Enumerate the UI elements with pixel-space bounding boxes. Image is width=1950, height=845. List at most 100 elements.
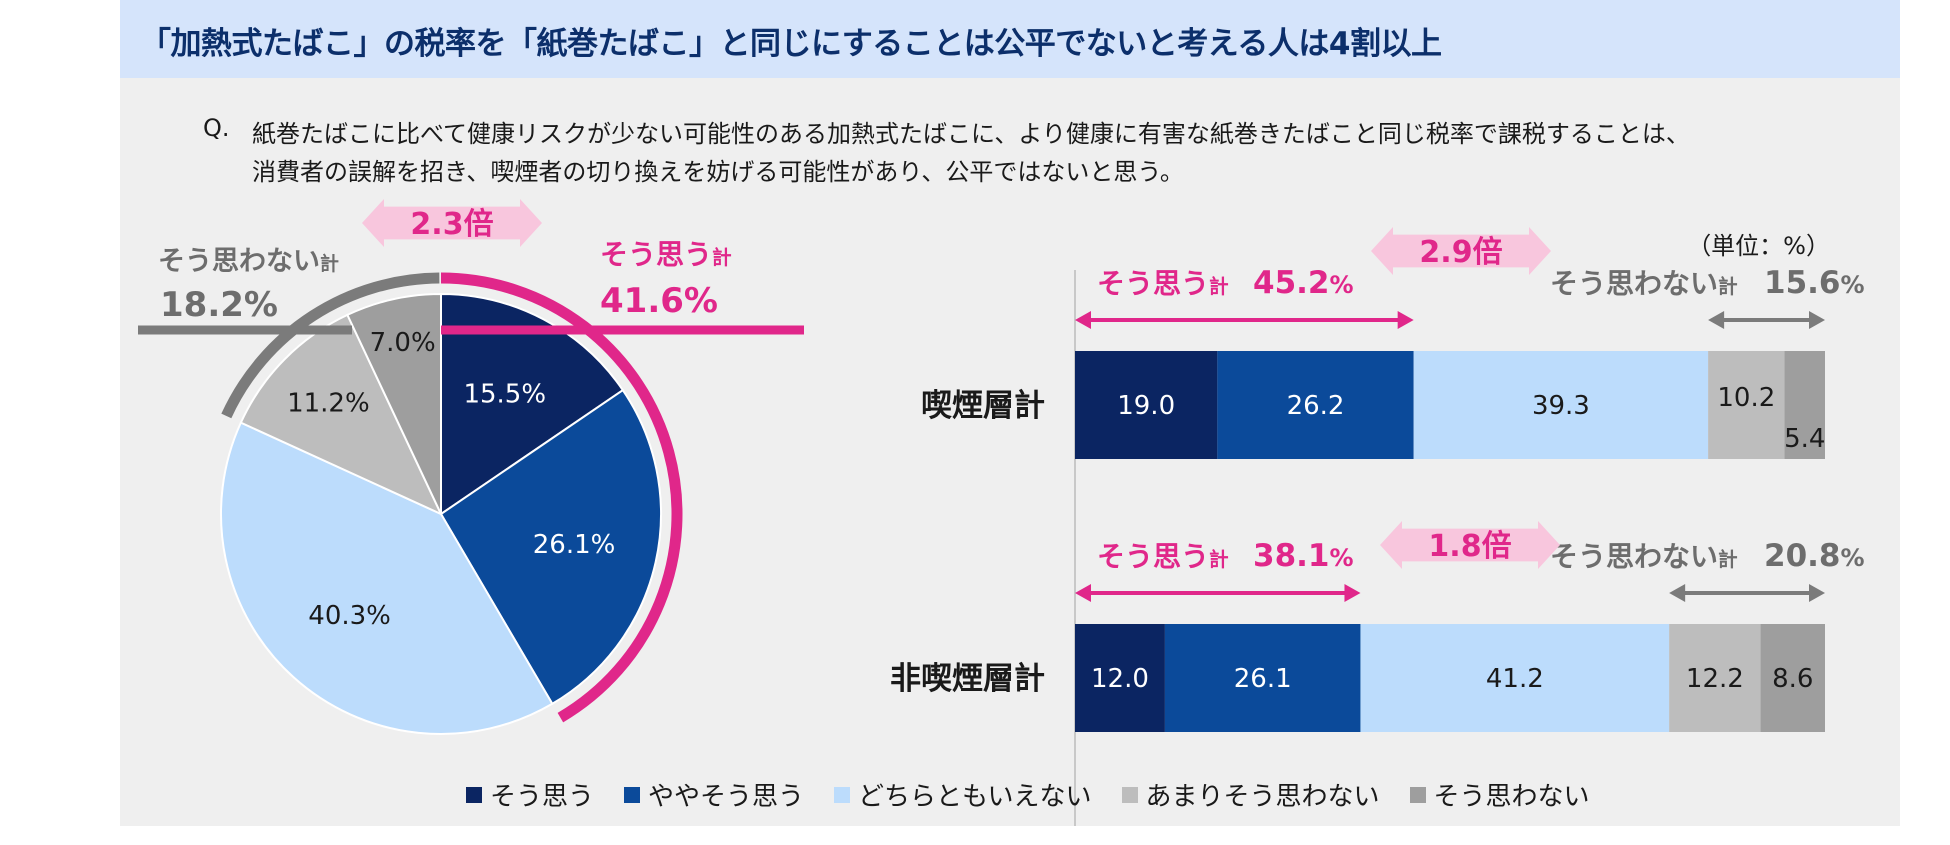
- bar-segment-label: 12.0: [1091, 664, 1149, 694]
- legend-label: そう思う: [490, 782, 595, 812]
- bar-segment: [1669, 624, 1761, 732]
- bar-segment: [1413, 351, 1709, 459]
- bar-segment-label: 19.0: [1117, 391, 1175, 421]
- question-line-2: 消費者の誤解を招き、喫煙者の切り換えを妨げる可能性があり、公平ではないと思う。: [252, 158, 1184, 186]
- bar-disagree-total-pct: %: [1841, 271, 1865, 299]
- bar-agree-total-label-label: そう思う: [1097, 540, 1209, 573]
- bar-disagree-total-value: 20.8%: [1764, 538, 1865, 574]
- pie-disagree-total-label-label: そう思わない: [158, 246, 320, 277]
- bar-disagree-arrow-head-left: [1669, 584, 1686, 602]
- legend-item: そう思う: [466, 776, 594, 813]
- pie-slice: [440, 292, 625, 516]
- question-prefix: Q.: [203, 114, 230, 142]
- bar-disagree-total-value: 15.6%: [1764, 265, 1865, 301]
- page-title: 「加熱式たばこ」の税率を「紙巻たばこ」と同じにすることは公平でないと考える人は4…: [140, 26, 1442, 62]
- pie-ratio-text: 2.3倍: [410, 207, 493, 242]
- pie-slice: [220, 421, 554, 735]
- bar-segment-label: 26.2: [1287, 391, 1345, 421]
- bar-segment-label: 41.2: [1486, 664, 1544, 694]
- bar-segment-label: 10.2: [1717, 383, 1775, 413]
- bar-disagree-total-number: 20.8: [1764, 538, 1841, 574]
- pie-agree-total-label-label: そう思う: [600, 238, 712, 271]
- bar-segment: [1075, 351, 1218, 459]
- bar-agree-total-value: 38.1%: [1253, 538, 1354, 574]
- bar-agree-total-label: そう思う計: [1097, 540, 1229, 573]
- pie-slice-label: 11.2%: [287, 389, 370, 419]
- legend-swatch: [834, 786, 851, 803]
- bar-agree-total-pct: %: [1330, 544, 1354, 572]
- pie-slice-label: 26.1%: [533, 530, 616, 560]
- legend-swatch: [466, 786, 482, 803]
- pie-agree-total-label-suffix: 計: [712, 246, 732, 269]
- bar-ratio-text: 1.8倍: [1428, 529, 1511, 564]
- bar-agree-total-pct: %: [1330, 271, 1354, 299]
- title-band: [120, 0, 1900, 78]
- pie-disagree-total-label-suffix: 計: [320, 252, 339, 275]
- pie-slice: [346, 292, 442, 515]
- bar-agree-total-number: 38.1: [1253, 538, 1330, 574]
- legend-swatch: [624, 786, 641, 803]
- bar-disagree-arrow-head-right: [1809, 584, 1825, 602]
- legend-item: そう思わない: [1409, 776, 1590, 813]
- legend-swatch: [1121, 786, 1138, 803]
- pie-slice: [239, 313, 444, 517]
- bar-segment-label: 12.2: [1686, 664, 1744, 694]
- bar-ratio-text: 2.9倍: [1419, 235, 1502, 270]
- bar-agree-arrow-head-right: [1344, 584, 1361, 602]
- legend-item: どちらともいえない: [834, 776, 1092, 813]
- bar-disagree-arrow-head-left: [1708, 311, 1725, 329]
- disagree-total-arc: [221, 272, 440, 419]
- pie-slice-label: 15.5%: [463, 379, 546, 409]
- bar-segment-label: 8.6: [1772, 664, 1813, 694]
- legend-swatch: [1409, 786, 1426, 803]
- unit-label: （単位：%）: [1687, 232, 1830, 260]
- bar-segment: [1784, 351, 1825, 459]
- bar-agree-total-value: 45.2%: [1253, 265, 1354, 301]
- legend-label: あまりそう思わない: [1145, 782, 1380, 812]
- bar-agree-total-label-suffix: 計: [1209, 275, 1229, 298]
- bar-disagree-total-label: そう思わない計: [1550, 540, 1738, 573]
- bar-segment-label: 26.1: [1234, 664, 1292, 694]
- pie-ratio-arrow: [362, 199, 542, 247]
- bar-agree-total-label-suffix: 計: [1209, 548, 1229, 571]
- legend: そう思う ややそう思う どちらともいえない あまりそう思わない そう思わない: [466, 776, 1590, 813]
- bar-segment: [1164, 624, 1361, 732]
- legend-item: あまりそう思わない: [1121, 776, 1380, 813]
- legend-label: ややそう思う: [648, 782, 805, 812]
- bar-disagree-total-label-label: そう思わない: [1550, 267, 1718, 300]
- bar-agree-total-label-label: そう思う: [1097, 267, 1209, 300]
- bar-agree-total-label: そう思う計: [1097, 267, 1229, 300]
- legend-label: そう思わない: [1433, 782, 1590, 812]
- bar-row-label: 非喫煙層計: [890, 661, 1045, 697]
- bar-row-label: 喫煙層計: [921, 388, 1045, 424]
- bar-disagree-arrow-head-right: [1809, 311, 1825, 329]
- legend-item: ややそう思う: [624, 776, 804, 813]
- bar-agree-total-number: 45.2: [1253, 265, 1330, 301]
- pie-slice-label: 40.3%: [308, 601, 391, 631]
- bar-segment: [1760, 624, 1825, 732]
- bar-ratio-arrow: [1380, 521, 1560, 569]
- agree-total-arc: [440, 272, 683, 723]
- bar-segment-label: 5.4: [1784, 424, 1825, 454]
- question-line-1: 紙巻たばこに比べて健康リスクが少ない可能性のある加熱式たばこに、より健康に有害な…: [252, 120, 1690, 148]
- bar-disagree-total-number: 15.6: [1764, 265, 1841, 301]
- bar-disagree-total-label-label: そう思わない: [1550, 540, 1718, 573]
- pie-slice: [439, 388, 662, 706]
- bar-segment: [1217, 351, 1414, 459]
- pie-slice-label: 7.0%: [370, 328, 436, 358]
- bar-disagree-total-label: そう思わない計: [1550, 267, 1738, 300]
- bar-segment: [1075, 624, 1165, 732]
- bar-segment-label: 39.3: [1532, 391, 1590, 421]
- bar-segment: [1360, 624, 1670, 732]
- bar-disagree-total-pct: %: [1841, 544, 1865, 572]
- bar-disagree-total-label-suffix: 計: [1718, 275, 1738, 298]
- bar-agree-arrow-head-left: [1075, 584, 1091, 602]
- pie-agree-total-label: そう思う計: [600, 238, 732, 271]
- bar-agree-arrow-head-left: [1075, 311, 1091, 329]
- bar-disagree-total-label-suffix: 計: [1718, 548, 1738, 571]
- legend-label: どちらともいえない: [858, 782, 1092, 812]
- bar-ratio-arrow: [1371, 227, 1551, 275]
- bar-segment: [1708, 351, 1785, 459]
- pie-disagree-total-label: そう思わない計: [158, 246, 339, 277]
